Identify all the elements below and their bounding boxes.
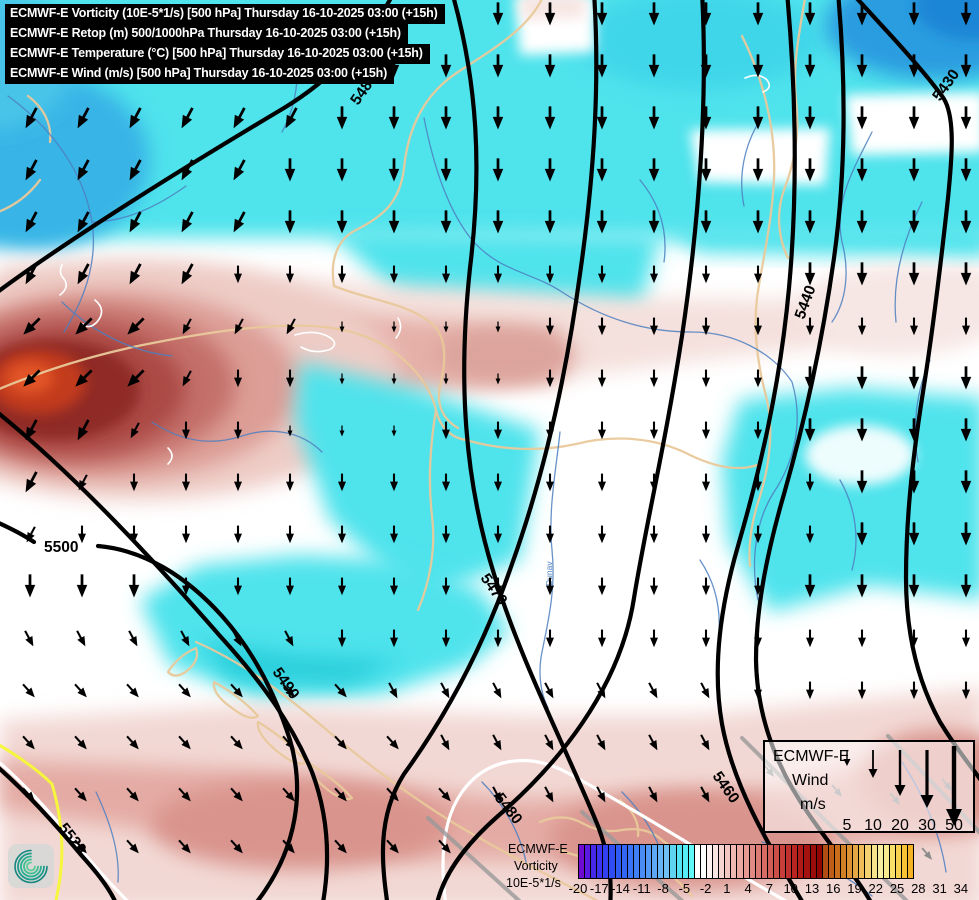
colorbar-variable-label: Vorticity <box>514 859 558 873</box>
colorbar-tick-label: -20 <box>568 881 588 896</box>
wind-speed-legend: ECMWF-E Wind m/s 5 10 20 30 50 <box>763 740 975 833</box>
legend-speed-label: 10 <box>864 817 882 833</box>
legend-wind-label: Wind <box>792 772 829 789</box>
title-block: ECMWF-E Vorticity (10E-5*1/s) [500 hPa] … <box>5 4 445 84</box>
colorbar-tick-label: 1 <box>723 881 731 896</box>
title-line-retop: ECMWF-E Retop (m) 500/1000hPa Thursday 1… <box>5 24 408 44</box>
colorbar-tick-label: 25 <box>889 881 905 896</box>
legend-wind-arrowhead <box>920 795 934 808</box>
colorbar-tick-label: -17 <box>589 881 609 896</box>
legend-wind-arrowhead <box>868 769 878 778</box>
colorbar-model-label: ECMWF-E <box>508 842 568 856</box>
legend-wind-arrowhead <box>894 785 906 796</box>
colorbar-tick-label: 10 <box>783 881 798 896</box>
legend-model-label: ECMWF-E <box>773 748 850 765</box>
colorbar-tick-label: 16 <box>826 881 841 896</box>
colorbar-tick-label: -14 <box>611 881 630 896</box>
swirl-icon <box>14 849 48 884</box>
legend-speed-label: 30 <box>918 817 936 833</box>
legend-wind-arrowhead <box>843 759 851 766</box>
vorticity-colorbar: ECMWF-E Vorticity 10E-5*1/s -20 -17 -14 -11… <box>500 840 979 900</box>
colorbar-cell <box>907 844 915 879</box>
country-borders <box>0 0 806 900</box>
contour-label: 5500 <box>44 539 78 556</box>
colorbar-tick-label: -8 <box>657 881 669 896</box>
title-line-temperature: ECMWF-E Temperature (°C) [500 hPa] Thurs… <box>5 44 430 64</box>
colorbar-unit-label: 10E-5*1/s <box>506 876 561 890</box>
colorbar-tick-label: 22 <box>868 881 883 896</box>
title-line-vorticity: ECMWF-E Vorticity (10E-5*1/s) [500 hPa] … <box>5 4 445 24</box>
legend-wind-arrowhead <box>946 809 962 826</box>
title-line-wind: ECMWF-E Wind (m/s) [500 hPa] Thursday 16… <box>5 64 395 84</box>
weather-app-logo[interactable] <box>8 844 54 889</box>
legend-speed-label: 20 <box>891 817 909 833</box>
colorbar-tick-label: -2 <box>699 881 712 896</box>
river-label: Dunav <box>544 561 554 586</box>
colorbar-tick-label: 4 <box>744 881 752 896</box>
colorbar-tick-label: 7 <box>765 881 774 896</box>
yellow-border-line <box>0 743 64 900</box>
rivers <box>7 41 947 897</box>
colorbar-tick-label: 31 <box>932 881 947 896</box>
colorbar-tick-label: 28 <box>911 881 926 896</box>
legend-unit-label: m/s <box>800 796 826 813</box>
colorbar-tick-label: 34 <box>953 881 969 896</box>
colorbar-tick-label: 19 <box>847 881 862 896</box>
colorbar-tick-label: -5 <box>678 881 691 896</box>
colorbar-cells <box>578 844 915 879</box>
legend-speed-label: 50 <box>945 817 963 833</box>
legend-speed-label: 5 <box>843 817 852 833</box>
legend-arrow-scale: 5 10 20 30 50 <box>843 746 963 833</box>
colorbar-tick-label: 13 <box>804 881 820 896</box>
colorbar-tick-label: -11 <box>632 881 651 896</box>
